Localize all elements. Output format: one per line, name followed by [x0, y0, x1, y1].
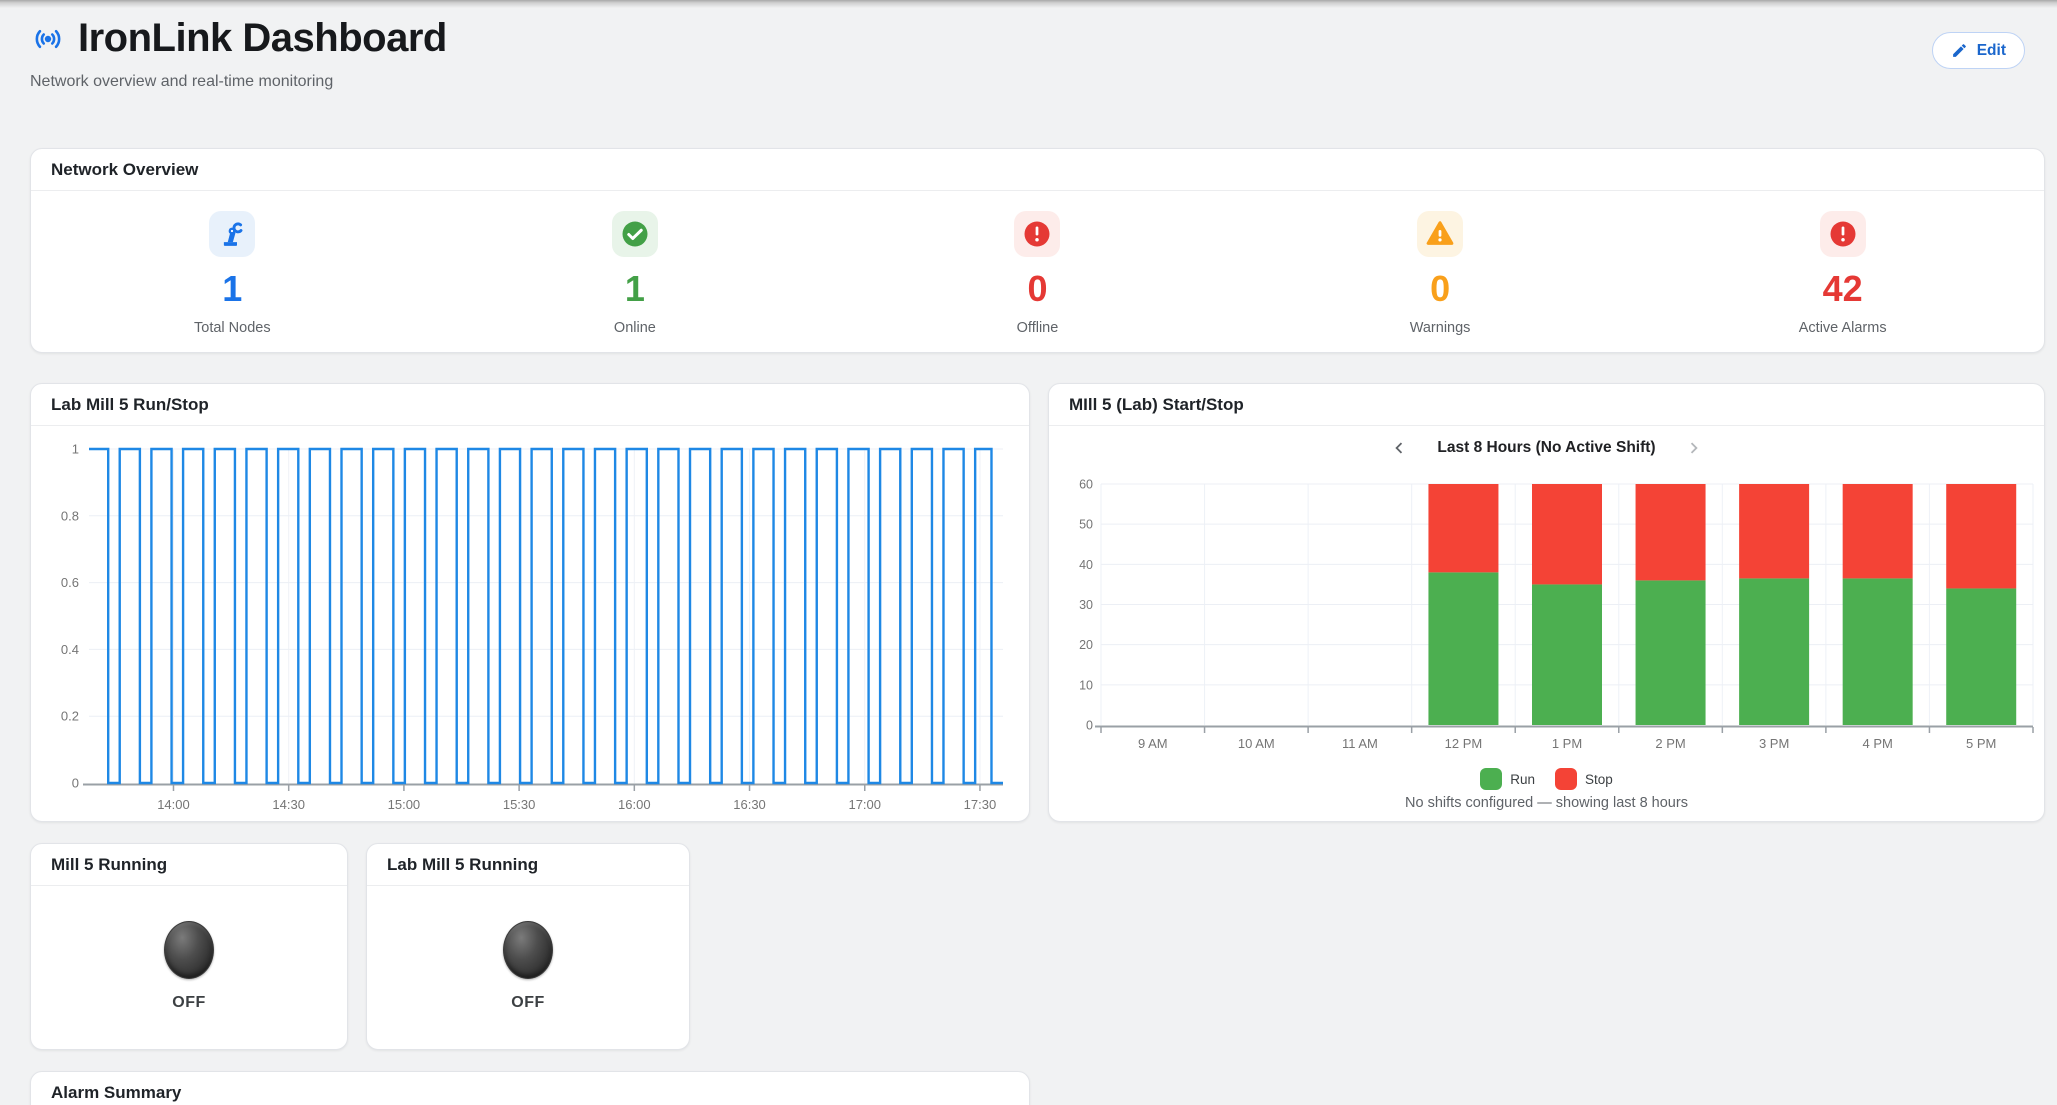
- svg-text:60: 60: [1079, 478, 1093, 492]
- lab-mill-5-running-title: Lab Mill 5 Running: [367, 844, 689, 886]
- active-alarms-value: 42: [1822, 268, 1863, 309]
- svg-text:0.6: 0.6: [61, 575, 79, 590]
- svg-text:0.8: 0.8: [61, 508, 79, 523]
- stat-total-nodes: 1 Total Nodes: [31, 211, 434, 336]
- chevron-left-icon: [1388, 437, 1410, 459]
- next-shift-button[interactable]: [1680, 434, 1708, 462]
- svg-text:9 AM: 9 AM: [1138, 736, 1168, 751]
- svg-text:12 PM: 12 PM: [1445, 736, 1483, 751]
- svg-text:15:00: 15:00: [388, 797, 421, 812]
- online-value: 1: [624, 268, 645, 309]
- svg-text:10: 10: [1079, 678, 1093, 692]
- svg-text:0: 0: [72, 776, 79, 791]
- svg-text:17:30: 17:30: [964, 797, 997, 812]
- svg-text:16:30: 16:30: [733, 797, 766, 812]
- page-subtitle: Network overview and real-time monitorin…: [30, 73, 334, 90]
- warnings-label: Warnings: [1409, 320, 1471, 336]
- lab-mill-5-running-led-indicator: [503, 920, 553, 979]
- svg-text:10 AM: 10 AM: [1238, 736, 1275, 751]
- alarm-error-icon: [1819, 211, 1866, 257]
- svg-text:16:00: 16:00: [618, 797, 651, 812]
- svg-text:15:30: 15:30: [503, 797, 536, 812]
- online-label: Online: [613, 320, 656, 336]
- svg-text:50: 50: [1079, 518, 1093, 532]
- mill-5-running-title: Mill 5 Running: [31, 844, 347, 886]
- top-edge-shadow: [0, 0, 2057, 8]
- bars-card-title: MIll 5 (Lab) Start/Stop: [1049, 384, 2044, 426]
- alarm-summary-title: Alarm Summary: [51, 1083, 182, 1102]
- svg-text:30: 30: [1079, 598, 1093, 612]
- shift-footer-note: No shifts configured — showing last 8 ho…: [1405, 795, 1688, 811]
- check-circle-icon: [611, 211, 658, 257]
- page-header: IronLink Dashboard Network overview and …: [30, 16, 447, 91]
- warnings-value: 0: [1430, 268, 1451, 309]
- network-overview-card: Network Overview 1 Total Nodes: [30, 148, 2045, 353]
- mill-5-running-card: Mill 5 Running OFF: [30, 843, 348, 1050]
- edit-button-label: Edit: [1976, 41, 2006, 59]
- shift-range-label: Last 8 Hours (No Active Shift): [1437, 439, 1656, 456]
- mill-5-lab-start-stop-card: MIll 5 (Lab) Start/Stop Last 8 Hours (No…: [1048, 383, 2045, 822]
- svg-text:1 PM: 1 PM: [1552, 736, 1582, 751]
- offline-label: Offline: [1016, 320, 1059, 336]
- robot-arm-icon: [209, 211, 256, 257]
- offline-value: 0: [1027, 268, 1048, 309]
- start-stop-bar-chart: 0 10 20 30 40 50 60 9 AM 10 AM 11 AM 12 PM 1 PM 2 PM…: [1079, 478, 2034, 751]
- edit-button[interactable]: Edit: [1931, 32, 2025, 69]
- active-alarms-label: Active Alarms: [1798, 320, 1887, 336]
- run-legend-chip: [1480, 768, 1503, 790]
- svg-text:40: 40: [1079, 558, 1093, 572]
- stat-warnings: 0 Warnings: [1239, 211, 1642, 336]
- svg-text:1: 1: [72, 442, 79, 457]
- svg-text:4 PM: 4 PM: [1862, 736, 1892, 751]
- stop-legend-label: Stop: [1584, 771, 1613, 787]
- stat-offline: 0 Offline: [836, 211, 1239, 336]
- wave-card-title: Lab Mill 5 Run/Stop: [31, 384, 1029, 426]
- run-legend-label: Run: [1510, 771, 1535, 787]
- shift-range-selector: Last 8 Hours (No Active Shift): [1049, 434, 2044, 462]
- legend-stop: Stop: [1554, 768, 1613, 790]
- svg-text:0.2: 0.2: [61, 709, 79, 724]
- svg-text:3 PM: 3 PM: [1759, 736, 1789, 751]
- lab-mill-5-running-card: Lab Mill 5 Running OFF: [366, 843, 690, 1050]
- lab-mill-5-run-stop-card: Lab Mill 5 Run/Stop 0 0.2 0.4 0.6 0.8 1 14:00 1…: [30, 383, 1030, 822]
- network-overview-title: Network Overview: [31, 149, 2044, 191]
- total-nodes-value: 1: [222, 268, 243, 309]
- svg-text:14:00: 14:00: [157, 797, 190, 812]
- chevron-right-icon: [1683, 437, 1705, 459]
- chart-legend: Run Stop: [1049, 768, 2044, 790]
- lab-mill-5-running-body: OFF: [367, 883, 689, 1049]
- mill-5-running-body: OFF: [31, 883, 347, 1049]
- svg-text:17:00: 17:00: [848, 797, 881, 812]
- mill-5-running-state: OFF: [172, 993, 206, 1011]
- svg-text:14:30: 14:30: [272, 797, 305, 812]
- svg-text:0.4: 0.4: [61, 642, 79, 657]
- stat-online: 1 Online: [434, 211, 837, 336]
- page-title: IronLink Dashboard: [78, 16, 447, 60]
- svg-text:0: 0: [1086, 719, 1093, 733]
- stop-legend-chip: [1554, 768, 1577, 790]
- network-stats-row: 1 Total Nodes 1 Online: [31, 211, 2044, 336]
- run-stop-wave-chart: 0 0.2 0.4 0.6 0.8 1 14:00 14:30 15:00 15:30 16:00 1…: [61, 442, 1003, 812]
- warning-triangle-icon: [1417, 211, 1464, 257]
- svg-text:11 AM: 11 AM: [1342, 736, 1378, 751]
- svg-text:20: 20: [1079, 638, 1093, 652]
- error-circle-icon: [1014, 211, 1061, 257]
- edit-pencil-icon: [1951, 42, 1968, 59]
- svg-text:2 PM: 2 PM: [1655, 736, 1685, 751]
- broadcast-icon: [30, 26, 66, 52]
- legend-run: Run: [1480, 768, 1535, 790]
- previous-shift-button[interactable]: [1385, 434, 1413, 462]
- lab-mill-5-running-state: OFF: [511, 993, 545, 1011]
- alarm-summary-card: Alarm Summary: [30, 1071, 1030, 1105]
- mill-5-running-led-indicator: [164, 920, 214, 979]
- stat-active-alarms: 42 Active Alarms: [1641, 211, 2044, 336]
- total-nodes-label: Total Nodes: [194, 320, 271, 336]
- svg-text:5 PM: 5 PM: [1966, 736, 1996, 751]
